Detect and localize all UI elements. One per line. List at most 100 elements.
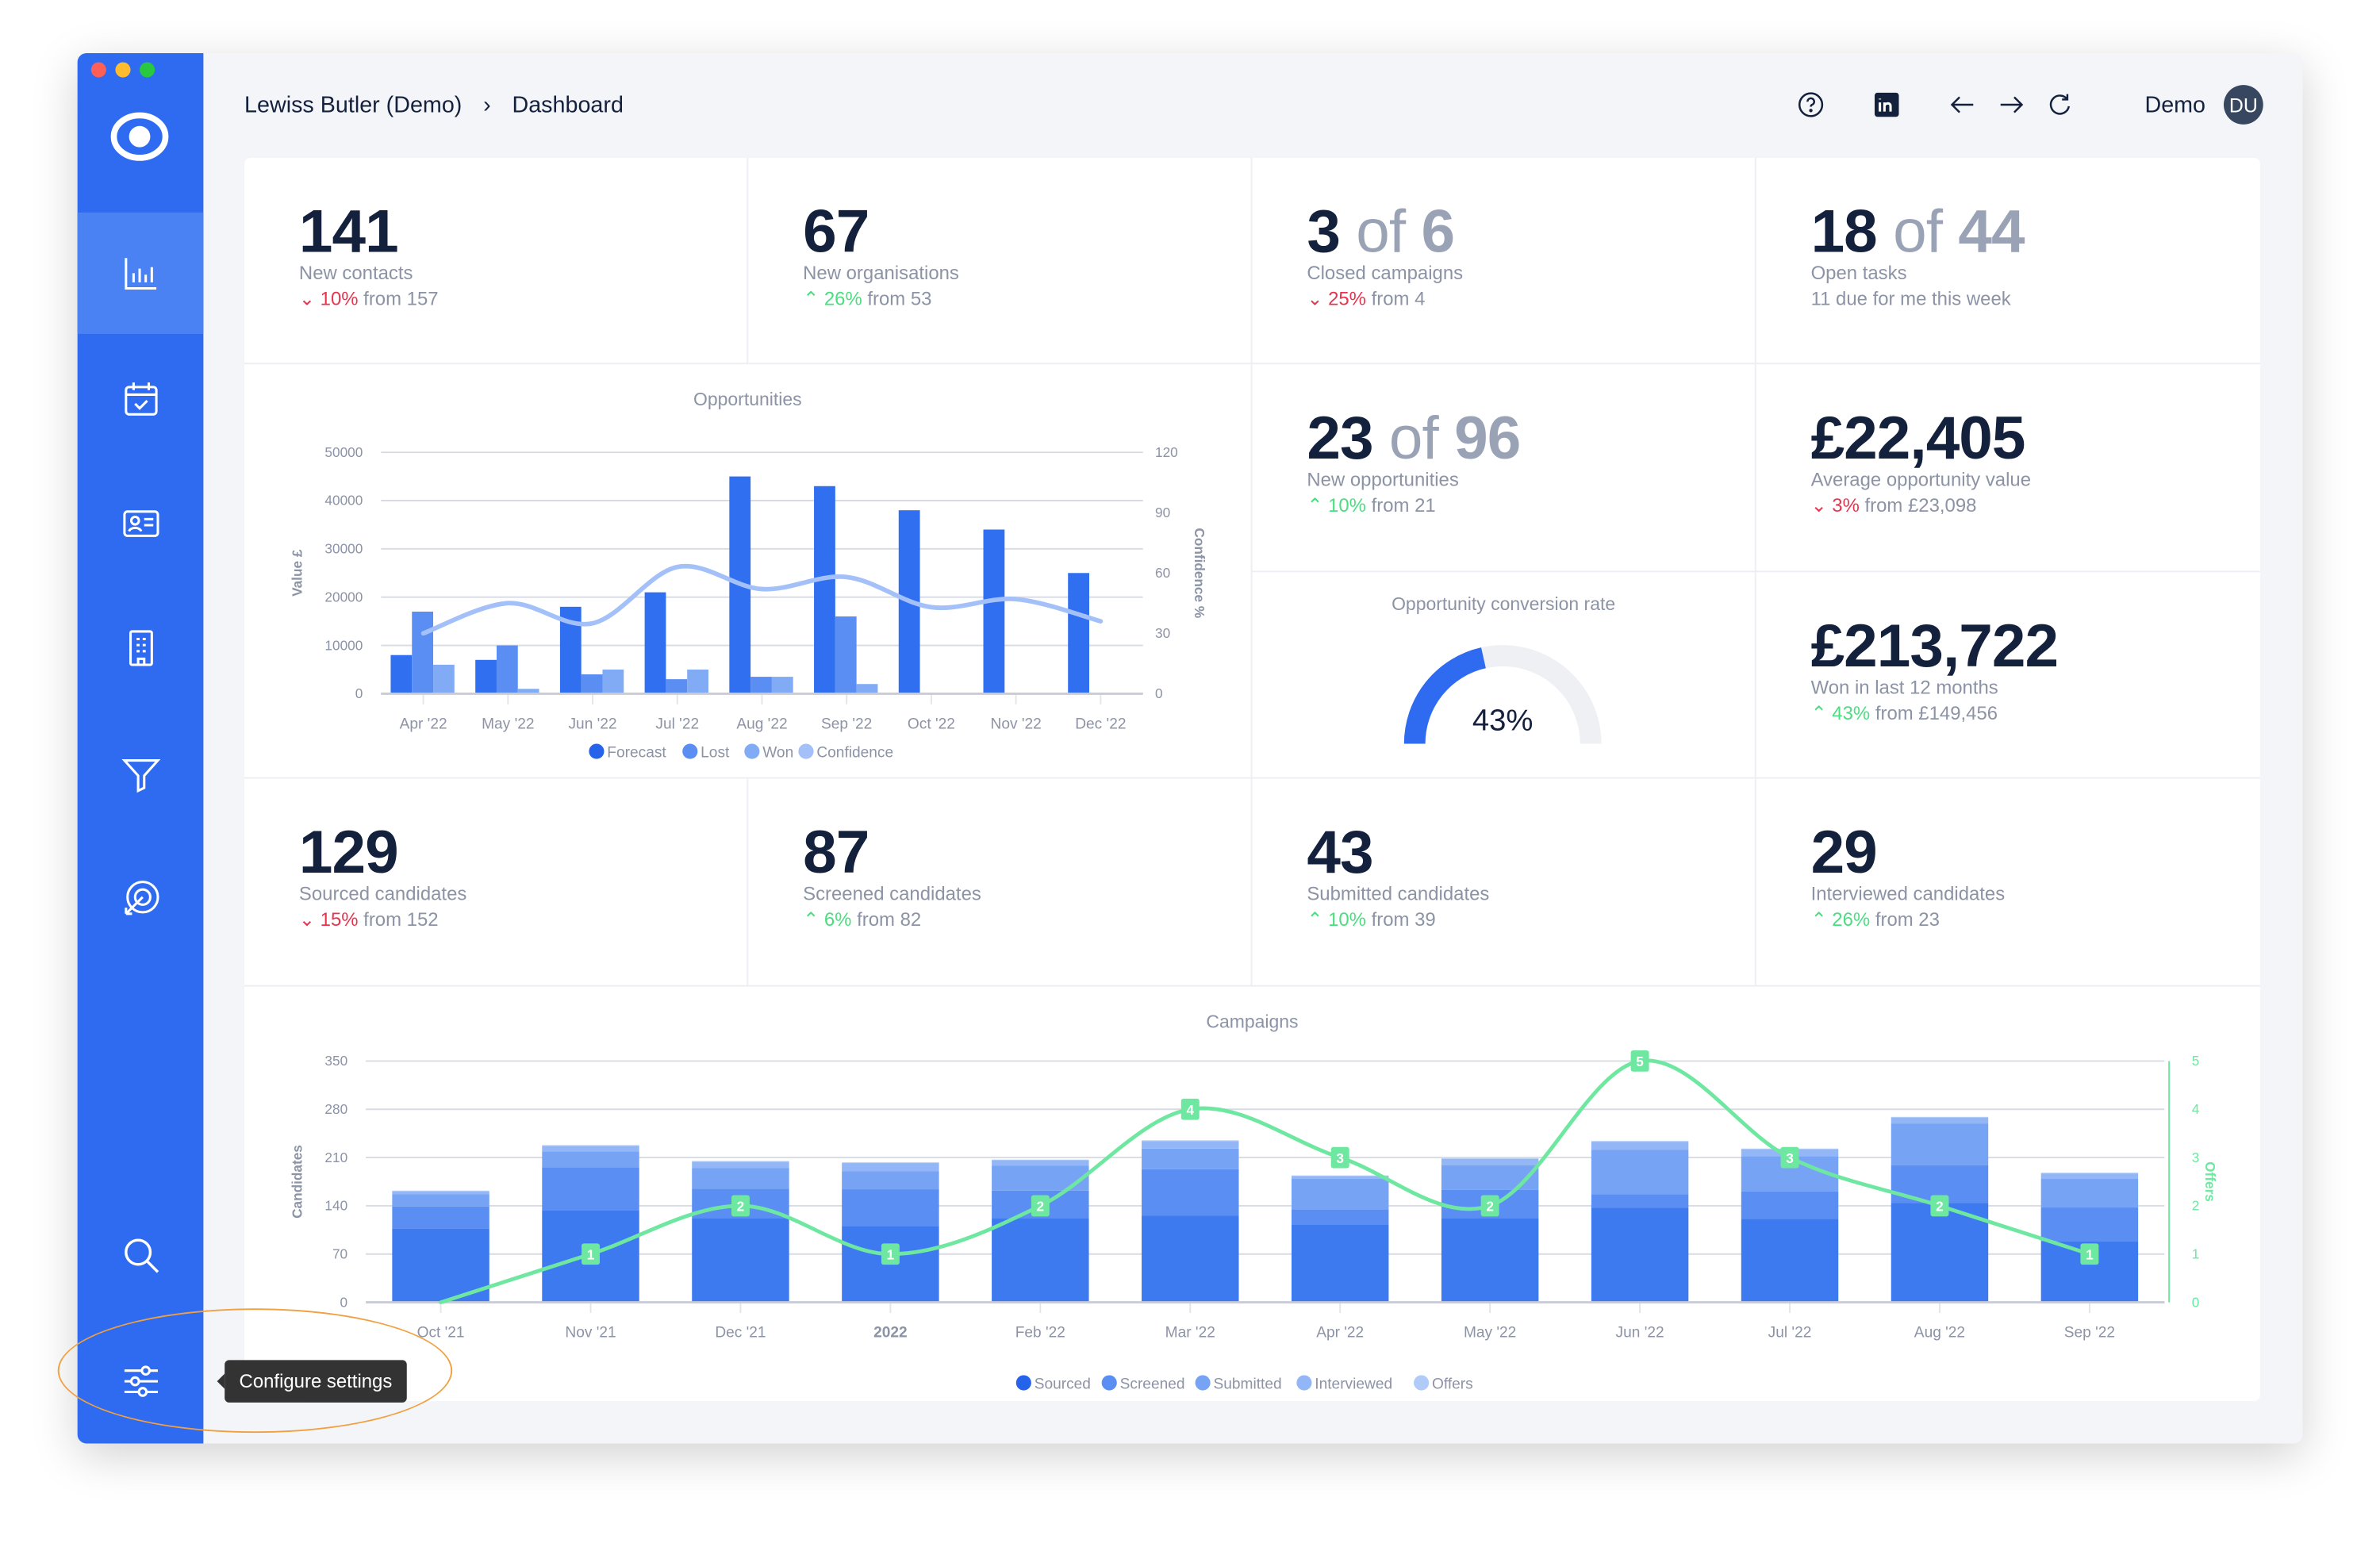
bar-won xyxy=(517,689,539,694)
kpi-closed-campaigns[interactable]: 3 of 6 Closed campaigns ⌄ 25% from 4 xyxy=(1252,157,1756,365)
help-icon[interactable] xyxy=(1787,83,1835,126)
data-label: 2 xyxy=(737,1199,745,1215)
minimize-window-button[interactable] xyxy=(115,62,131,78)
bar-screened xyxy=(392,1206,489,1229)
sidebar-item-search[interactable] xyxy=(78,1195,204,1316)
bar-lost xyxy=(581,674,603,694)
x-tick-label: Mar '22 xyxy=(1165,1325,1215,1342)
user-name[interactable]: Demo xyxy=(2144,91,2206,118)
refresh-icon[interactable] xyxy=(2036,83,2084,126)
x-tick-label: Sep '22 xyxy=(821,716,872,732)
bar-lost xyxy=(666,679,688,694)
kpi-change-from: from 152 xyxy=(358,909,439,931)
breadcrumb-account[interactable]: Lewiss Butler (Demo) xyxy=(244,92,463,119)
bar-won xyxy=(856,684,878,694)
contact-card-icon xyxy=(122,510,159,537)
kpi-change-pct: 25% xyxy=(1328,288,1366,310)
x-tick-label: Sep '22 xyxy=(2064,1325,2115,1342)
y2-tick-label: 4 xyxy=(2192,1101,2200,1117)
x-tick-label: Oct '22 xyxy=(908,716,955,732)
bar-interviewed xyxy=(1441,1158,1539,1165)
chart-title: Opportunities xyxy=(693,388,802,410)
x-tick-label: Aug '22 xyxy=(736,716,787,732)
kpi-value: £22,405 xyxy=(1810,405,2026,473)
avatar[interactable]: DU xyxy=(2223,85,2263,125)
filter-icon xyxy=(121,759,160,793)
arrow-up-icon: ⌃ xyxy=(1307,909,1323,931)
kpi-new-contacts[interactable]: 141 New contacts ⌄ 10% from 157 xyxy=(244,157,749,365)
y-tick-label: 140 xyxy=(324,1198,347,1214)
forward-arrow-icon[interactable] xyxy=(1987,83,2035,126)
x-tick-label: Apr '22 xyxy=(400,716,447,732)
sidebar-item-calendar[interactable] xyxy=(78,339,204,460)
bar-interviewed xyxy=(2040,1173,2139,1180)
bar-screened xyxy=(1591,1194,1689,1208)
bar-forecast xyxy=(390,654,413,694)
close-window-button[interactable] xyxy=(90,62,106,78)
bar-offers xyxy=(1291,1175,1389,1177)
kpi-interviewed-candidates[interactable]: 29 Interviewed candidates ⌃ 26% from 23 xyxy=(1756,779,2260,987)
kpi-new-organisations[interactable]: 67 New organisations ⌃ 26% from 53 xyxy=(748,157,1253,365)
eye-logo-icon[interactable] xyxy=(109,106,171,167)
bar-submitted xyxy=(992,1165,1089,1191)
kpi-count: 3 xyxy=(1307,198,1341,266)
bar-offers xyxy=(392,1190,489,1192)
arrow-up-icon: ⌃ xyxy=(1810,702,1827,724)
kpi-change-from: from 21 xyxy=(1365,494,1436,516)
target-arrow-icon xyxy=(124,881,159,916)
kpi-value: £213,722 xyxy=(1810,612,2059,681)
kpi-won-last-12-months[interactable]: £213,722 Won in last 12 months ⌃ 43% fro… xyxy=(1756,572,2260,779)
x-tick-label: Jul '22 xyxy=(655,716,699,732)
kpi-change-from: from 23 xyxy=(1870,909,1940,931)
bar-submitted xyxy=(392,1194,489,1207)
legend-swatch xyxy=(744,743,760,759)
y2-tick-label: 5 xyxy=(2192,1053,2200,1069)
sidebar-item-campaigns[interactable] xyxy=(78,838,204,959)
bar-screened xyxy=(542,1167,639,1211)
y-tick-label: 350 xyxy=(324,1053,347,1069)
data-label: 1 xyxy=(887,1246,895,1262)
linkedin-icon[interactable] xyxy=(1863,83,1911,126)
data-label: 1 xyxy=(2086,1246,2094,1262)
kpi-value: 129 xyxy=(298,820,399,887)
bar-screened xyxy=(2040,1207,2139,1242)
legend-item-offers: Offers xyxy=(1432,1376,1473,1393)
kpi-value: 18 of 44 xyxy=(1811,198,2205,267)
kpi-of: of xyxy=(1876,198,1959,266)
data-label: 5 xyxy=(1636,1054,1644,1069)
sidebar-item-pipeline[interactable] xyxy=(78,713,204,835)
data-label: 4 xyxy=(1186,1102,1194,1118)
bar-forecast xyxy=(644,592,666,694)
kpi-screened-candidates[interactable]: 87 Screened candidates ⌃ 6% from 82 xyxy=(748,778,1253,987)
sidebar-item-contacts[interactable] xyxy=(78,463,204,585)
back-arrow-icon[interactable] xyxy=(1938,83,1987,126)
sidebar-item-organisations[interactable] xyxy=(78,587,204,708)
y-axis-label: Candidates xyxy=(290,1145,305,1219)
y2-tick-label: 3 xyxy=(2192,1150,2200,1165)
y-tick-label: 50000 xyxy=(324,444,363,460)
kpi-change-pct: 10% xyxy=(320,288,359,310)
y-axis-label: Value £ xyxy=(290,549,305,597)
kpi-average-opportunity-value[interactable]: £22,405 Average opportunity value ⌄ 3% f… xyxy=(1756,364,2260,573)
kpi-total: 96 xyxy=(1454,405,1521,473)
bar-screened xyxy=(1291,1209,1389,1225)
y-tick-label: 20000 xyxy=(324,589,363,605)
sidebar-item-reports[interactable] xyxy=(77,212,204,334)
bar-interviewed xyxy=(1891,1117,1989,1124)
maximize-window-button[interactable] xyxy=(140,62,155,78)
opportunities-chart: Opportunities 0 10000 20000 30000 40000 50000… xyxy=(244,364,1253,779)
kpi-new-opportunities[interactable]: 23 of 96 New opportunities ⌃ 10% from 21 xyxy=(1252,364,1756,573)
bar-forecast xyxy=(475,659,497,694)
bar-sourced xyxy=(1741,1219,1839,1303)
y2-tick-label: 60 xyxy=(1155,565,1170,581)
legend-item-interviewed: Interviewed xyxy=(1315,1376,1392,1393)
kpi-sourced-candidates[interactable]: 129 Sourced candidates ⌄ 15% from 152 xyxy=(244,778,749,987)
bar-interviewed xyxy=(692,1161,789,1169)
kpi-open-tasks[interactable]: 18 of 44 Open tasks 11 due for me this w… xyxy=(1756,158,2260,365)
kpi-submitted-candidates[interactable]: 43 Submitted candidates ⌃ 10% from 39 xyxy=(1252,778,1756,987)
kpi-label: Sourced candidates xyxy=(298,883,467,905)
data-label-bg xyxy=(1780,1146,1799,1169)
bar-lost xyxy=(412,611,434,694)
x-tick-label: Feb '22 xyxy=(1015,1325,1065,1342)
data-label-bg xyxy=(1930,1195,1949,1217)
